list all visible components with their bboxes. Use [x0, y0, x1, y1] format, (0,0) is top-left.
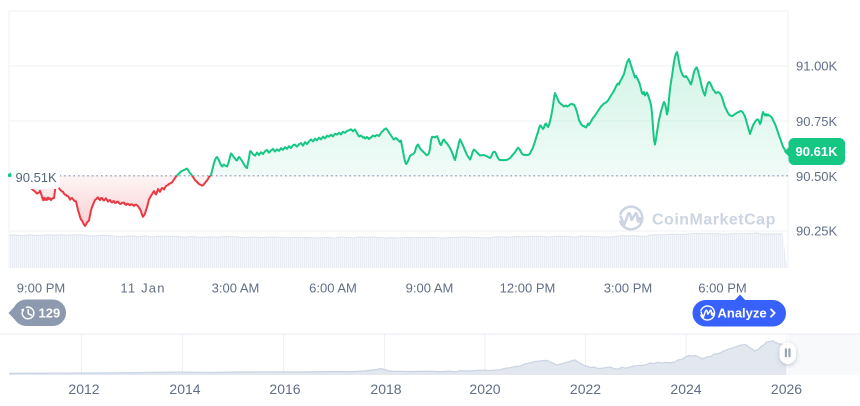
svg-text:2022: 2022	[570, 381, 601, 397]
svg-text:2024: 2024	[670, 381, 701, 397]
svg-text:6:00 PM: 6:00 PM	[698, 281, 746, 296]
svg-text:2014: 2014	[169, 381, 200, 397]
svg-text:2020: 2020	[469, 381, 500, 397]
svg-text:3:00 PM: 3:00 PM	[604, 281, 652, 296]
svg-text:129: 129	[39, 306, 61, 321]
svg-text:9:00 PM: 9:00 PM	[17, 281, 65, 296]
svg-text:12:00 PM: 12:00 PM	[500, 281, 556, 296]
svg-text:2012: 2012	[68, 381, 99, 397]
svg-text:3:00 AM: 3:00 AM	[212, 281, 260, 296]
svg-text:2026: 2026	[771, 381, 802, 397]
svg-text:CoinMarketCap: CoinMarketCap	[652, 212, 776, 229]
svg-text:90.51K: 90.51K	[16, 170, 58, 185]
svg-text:11 Jan: 11 Jan	[120, 281, 165, 296]
svg-text:9:00 AM: 9:00 AM	[406, 281, 454, 296]
svg-text:90.75K: 90.75K	[796, 114, 838, 129]
svg-text:Analyze: Analyze	[718, 306, 767, 321]
svg-text:91.00K: 91.00K	[796, 59, 838, 74]
svg-text:2018: 2018	[370, 381, 401, 397]
svg-text:90.25K: 90.25K	[796, 224, 838, 239]
svg-text:2016: 2016	[269, 381, 300, 397]
svg-text:90.61K: 90.61K	[796, 144, 839, 159]
svg-text:6:00 AM: 6:00 AM	[309, 281, 357, 296]
svg-text:90.50K: 90.50K	[796, 169, 838, 184]
